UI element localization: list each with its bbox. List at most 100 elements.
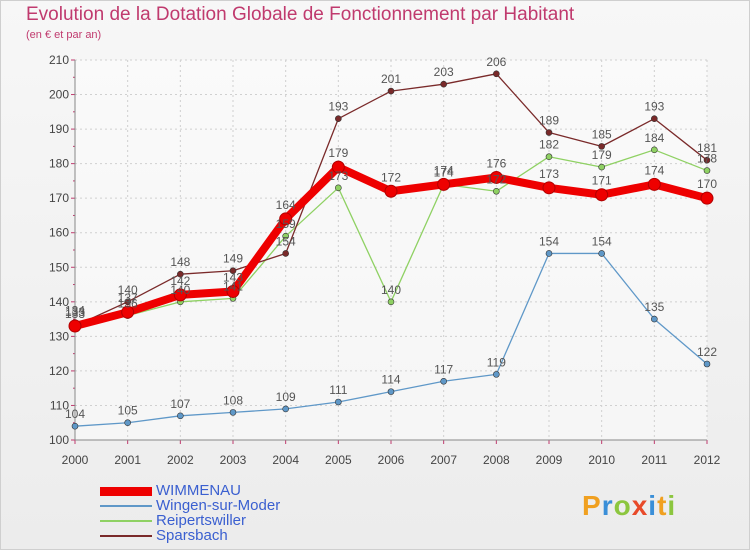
data-label-reipertswiller: 140 <box>170 283 190 297</box>
data-label-wimmenau: 137 <box>118 291 138 305</box>
data-point-wingen-sur-moder <box>703 360 711 368</box>
data-label-sparsbach: 201 <box>381 72 401 86</box>
y-tick-label: 160 <box>49 226 69 240</box>
data-point-wimmenau <box>384 184 398 198</box>
data-label-wimmenau: 179 <box>328 146 348 160</box>
data-label-reipertswiller: 179 <box>592 148 612 162</box>
legend-swatch-wingen <box>100 505 152 507</box>
legend-swatch-wimmenau <box>100 487 152 496</box>
data-point-reipertswiller <box>598 163 605 171</box>
data-label-reipertswiller: 178 <box>697 152 717 166</box>
data-point-wingen-sur-moder <box>387 388 395 395</box>
logo-letter: i <box>648 490 658 521</box>
chart-title: Evolution de la Dotation Globale de Fonc… <box>26 4 575 25</box>
data-point-wimmenau <box>68 319 82 333</box>
y-tick-label: 190 <box>49 122 69 136</box>
data-label-sparsbach: 140 <box>118 283 138 297</box>
data-point-wimmenau <box>226 284 240 298</box>
data-point-sparsbach <box>598 143 605 150</box>
data-label-wingen-sur-moder: 107 <box>170 397 190 411</box>
data-point-wingen-sur-moder <box>71 422 79 430</box>
data-label-sparsbach: 193 <box>328 100 348 114</box>
data-label-reipertswiller: 173 <box>328 169 348 183</box>
data-point-wimmenau <box>489 170 503 184</box>
data-label-sparsbach: 206 <box>486 55 506 69</box>
data-point-wingen-sur-moder <box>335 398 342 406</box>
x-tick-label: 2007 <box>430 453 457 467</box>
data-label-wimmenau: 133 <box>65 305 85 319</box>
data-point-reipertswiller <box>545 153 553 161</box>
data-label-wimmenau: 164 <box>276 198 296 212</box>
data-label-wingen-sur-moder: 114 <box>381 373 400 387</box>
data-point-sparsbach <box>282 250 289 257</box>
data-label-sparsbach: 193 <box>644 100 664 114</box>
data-label-wingen-sur-moder: 104 <box>65 407 85 421</box>
data-label-reipertswiller: 182 <box>539 138 559 152</box>
data-point-sparsbach <box>387 87 395 95</box>
data-point-wimmenau <box>121 305 135 319</box>
data-label-reipertswiller: 141 <box>223 279 243 293</box>
y-tick-label: 200 <box>49 88 69 102</box>
data-label-sparsbach: 154 <box>276 234 296 248</box>
logo-letter: o <box>613 490 632 521</box>
data-label-sparsbach: 185 <box>592 127 612 141</box>
data-label-wingen-sur-moder: 119 <box>487 355 506 369</box>
data-point-reipertswiller <box>335 184 342 192</box>
data-point-wingen-sur-moder <box>651 315 658 323</box>
x-tick-label: 2003 <box>220 453 247 467</box>
legend-swatch-reipertswiller <box>100 520 152 522</box>
y-tick-label: 110 <box>50 398 69 412</box>
data-point-wimmenau <box>647 177 661 191</box>
x-tick-label: 2004 <box>272 453 299 467</box>
data-point-wingen-sur-moder <box>545 250 553 257</box>
data-point-reipertswiller <box>493 187 500 195</box>
chart-subtitle: (en € et par an) <box>26 29 102 41</box>
data-point-wingen-sur-moder <box>598 250 605 257</box>
data-label-wingen-sur-moder: 117 <box>434 362 453 376</box>
logo-letter: t <box>657 490 668 521</box>
data-label-wimmenau: 143 <box>223 270 243 284</box>
data-point-wingen-sur-moder <box>177 412 184 420</box>
data-point-reipertswiller <box>282 232 289 240</box>
data-point-sparsbach <box>651 115 658 123</box>
x-tick-label: 2011 <box>641 453 667 467</box>
data-label-wingen-sur-moder: 135 <box>644 300 664 314</box>
x-tick-label: 2000 <box>62 453 89 467</box>
logo-letter: P <box>582 490 602 521</box>
data-point-wimmenau <box>542 181 556 195</box>
data-label-wimmenau: 174 <box>644 163 664 177</box>
logo-letter: r <box>601 490 614 521</box>
data-label-reipertswiller: 184 <box>644 131 664 145</box>
data-point-reipertswiller <box>651 146 658 154</box>
data-label-wimmenau: 176 <box>486 156 506 170</box>
legend-label-wingen: Wingen-sur-Moder <box>156 497 281 514</box>
y-tick-label: 120 <box>49 364 69 378</box>
data-point-wimmenau <box>173 288 187 302</box>
data-point-sparsbach <box>440 80 447 88</box>
x-tick-label: 2005 <box>325 453 352 467</box>
data-point-wingen-sur-moder <box>229 409 237 416</box>
data-label-reipertswiller: 140 <box>381 283 401 297</box>
data-label-sparsbach: 149 <box>223 252 243 266</box>
x-tick-label: 2002 <box>167 453 194 467</box>
y-tick-label: 150 <box>49 260 69 274</box>
data-label-sparsbach: 203 <box>434 65 454 79</box>
logo-letter: x <box>631 490 649 521</box>
data-point-wimmenau <box>595 188 609 202</box>
data-label-wimmenau: 173 <box>539 167 559 181</box>
y-tick-label: 130 <box>49 329 69 343</box>
data-label-reipertswiller: 134 <box>65 304 85 318</box>
data-point-sparsbach <box>335 115 342 123</box>
data-point-sparsbach <box>703 156 711 164</box>
data-label-reipertswiller: 136 <box>118 297 138 311</box>
legend-swatch-sparsbach <box>100 535 152 537</box>
data-label-wingen-sur-moder: 154 <box>539 234 559 248</box>
y-tick-label: 210 <box>49 53 69 67</box>
data-label-reipertswiller: 159 <box>276 217 296 231</box>
x-tick-label: 2001 <box>114 453 141 467</box>
data-point-sparsbach <box>493 70 500 78</box>
x-tick-label: 2010 <box>588 453 615 467</box>
data-label-sparsbach: 181 <box>697 141 717 155</box>
